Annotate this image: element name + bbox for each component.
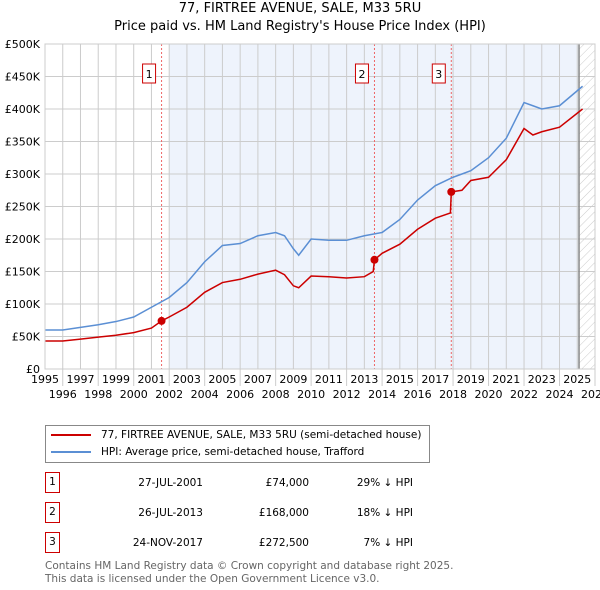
y-tick-label: £350K [5, 136, 41, 149]
x-tick-label: 1999 [102, 373, 130, 386]
footer-line: This data is licensed under the Open Gov… [45, 573, 380, 585]
y-tick-label: £200K [5, 233, 41, 246]
y-tick-label: £500K [5, 38, 41, 51]
y-tick-label: £400K [5, 103, 41, 116]
x-tick-label: 2012 [333, 388, 361, 401]
footer-line: Contains HM Land Registry data © Crown c… [45, 560, 454, 572]
x-tick-label: 2008 [262, 388, 290, 401]
sale-price: £74,000 [265, 477, 309, 489]
hpi-line [45, 85, 584, 331]
sale-marker-badge: 3 [45, 532, 60, 553]
plot-border [44, 43, 596, 370]
footer: Contains HM Land Registry data © Crown c… [45, 560, 453, 586]
sale-label: 2 [358, 68, 365, 81]
x-tick-label: 1998 [84, 388, 112, 401]
legend-label: 77, FIRTREE AVENUE, SALE, M33 5RU (semi-… [101, 429, 422, 441]
x-tick-label: 2021 [492, 373, 520, 386]
x-tick-label: 1995 [31, 373, 59, 386]
sale-row: 2 26-JUL-2013 £168,000 18% ↓ HPI [45, 502, 445, 523]
x-tick-label: 1997 [66, 373, 94, 386]
property-price-line [45, 108, 584, 342]
x-tick-label: 2019 [457, 373, 485, 386]
sale-hpi-diff: 29% ↓ HPI [356, 477, 413, 489]
sale-row: 3 24-NOV-2017 £272,500 7% ↓ HPI [45, 532, 445, 553]
x-tick-label: 2000 [120, 388, 148, 401]
blue-line-swatch [51, 451, 91, 453]
x-tick-label: 2001 [137, 373, 165, 386]
sale-price: £272,500 [258, 537, 309, 549]
sale-marker-badge: 2 [45, 502, 60, 523]
red-line-swatch [51, 434, 91, 436]
legend: 77, FIRTREE AVENUE, SALE, M33 5RU (semi-… [45, 425, 430, 463]
x-tick-label: 2026 [581, 388, 600, 401]
sale-date: 27-JUL-2001 [138, 477, 203, 489]
sale-label-box [354, 63, 369, 84]
x-tick-label: 2014 [368, 388, 396, 401]
y-tick-label: £450K [5, 71, 41, 84]
y-tick-label: £250K [5, 201, 41, 214]
x-tick-label: 2023 [528, 373, 556, 386]
x-tick-label: 2013 [350, 373, 378, 386]
x-tick-label: 2004 [191, 388, 219, 401]
sale-price: £168,000 [258, 507, 309, 519]
x-tick-label: 2016 [404, 388, 432, 401]
sale-point [370, 255, 379, 264]
x-tick-label: 2015 [386, 373, 414, 386]
sale-hpi-diff: 7% ↓ HPI [363, 537, 413, 549]
sale-point [447, 187, 456, 196]
y-tick-label: £150K [5, 266, 41, 279]
x-tick-label: 1996 [49, 388, 77, 401]
x-tick-label: 2017 [421, 373, 449, 386]
sale-date: 26-JUL-2013 [138, 507, 203, 519]
y-tick-label: £0 [26, 363, 40, 376]
sale-label: 3 [435, 68, 442, 81]
sale-row: 1 27-JUL-2001 £74,000 29% ↓ HPI [45, 472, 445, 493]
legend-label: HPI: Average price, semi-detached house,… [101, 446, 365, 458]
legend-item-hpi: HPI: Average price, semi-detached house,… [51, 444, 364, 460]
chart-title: 77, FIRTREE AVENUE, SALE, M33 5RU [178, 1, 422, 16]
x-tick-label: 2022 [510, 388, 538, 401]
x-tick-label: 2003 [173, 373, 201, 386]
x-tick-label: 2005 [208, 373, 236, 386]
x-tick-label: 2020 [475, 388, 503, 401]
sale-label-box [142, 63, 157, 84]
x-tick-label: 2024 [546, 388, 574, 401]
chart-subtitle: Price paid vs. HM Land Registry's House … [114, 19, 486, 34]
sale-label-box [431, 63, 446, 84]
sale-label: 1 [146, 68, 153, 81]
sale-marker-badge: 1 [45, 472, 60, 493]
y-tick-label: £50K [12, 331, 41, 344]
x-tick-label: 2002 [155, 388, 183, 401]
y-tick-label: £300K [5, 168, 41, 181]
x-tick-label: 2018 [439, 388, 467, 401]
legend-item-property: 77, FIRTREE AVENUE, SALE, M33 5RU (semi-… [51, 427, 421, 443]
x-tick-label: 2007 [244, 373, 272, 386]
x-tick-label: 2006 [226, 388, 254, 401]
x-tick-label: 2025 [563, 373, 591, 386]
sale-point [157, 316, 166, 325]
y-tick-label: £100K [5, 298, 41, 311]
x-tick-label: 2009 [279, 373, 307, 386]
price-chart: 1995 1996 1997 1998 1999 2000 2001 2002 2003 2004… [5, 38, 600, 401]
x-tick-label: 2011 [315, 373, 343, 386]
x-tick-label: 2010 [297, 388, 325, 401]
sale-hpi-diff: 18% ↓ HPI [356, 507, 413, 519]
sale-date: 24-NOV-2017 [132, 537, 203, 549]
